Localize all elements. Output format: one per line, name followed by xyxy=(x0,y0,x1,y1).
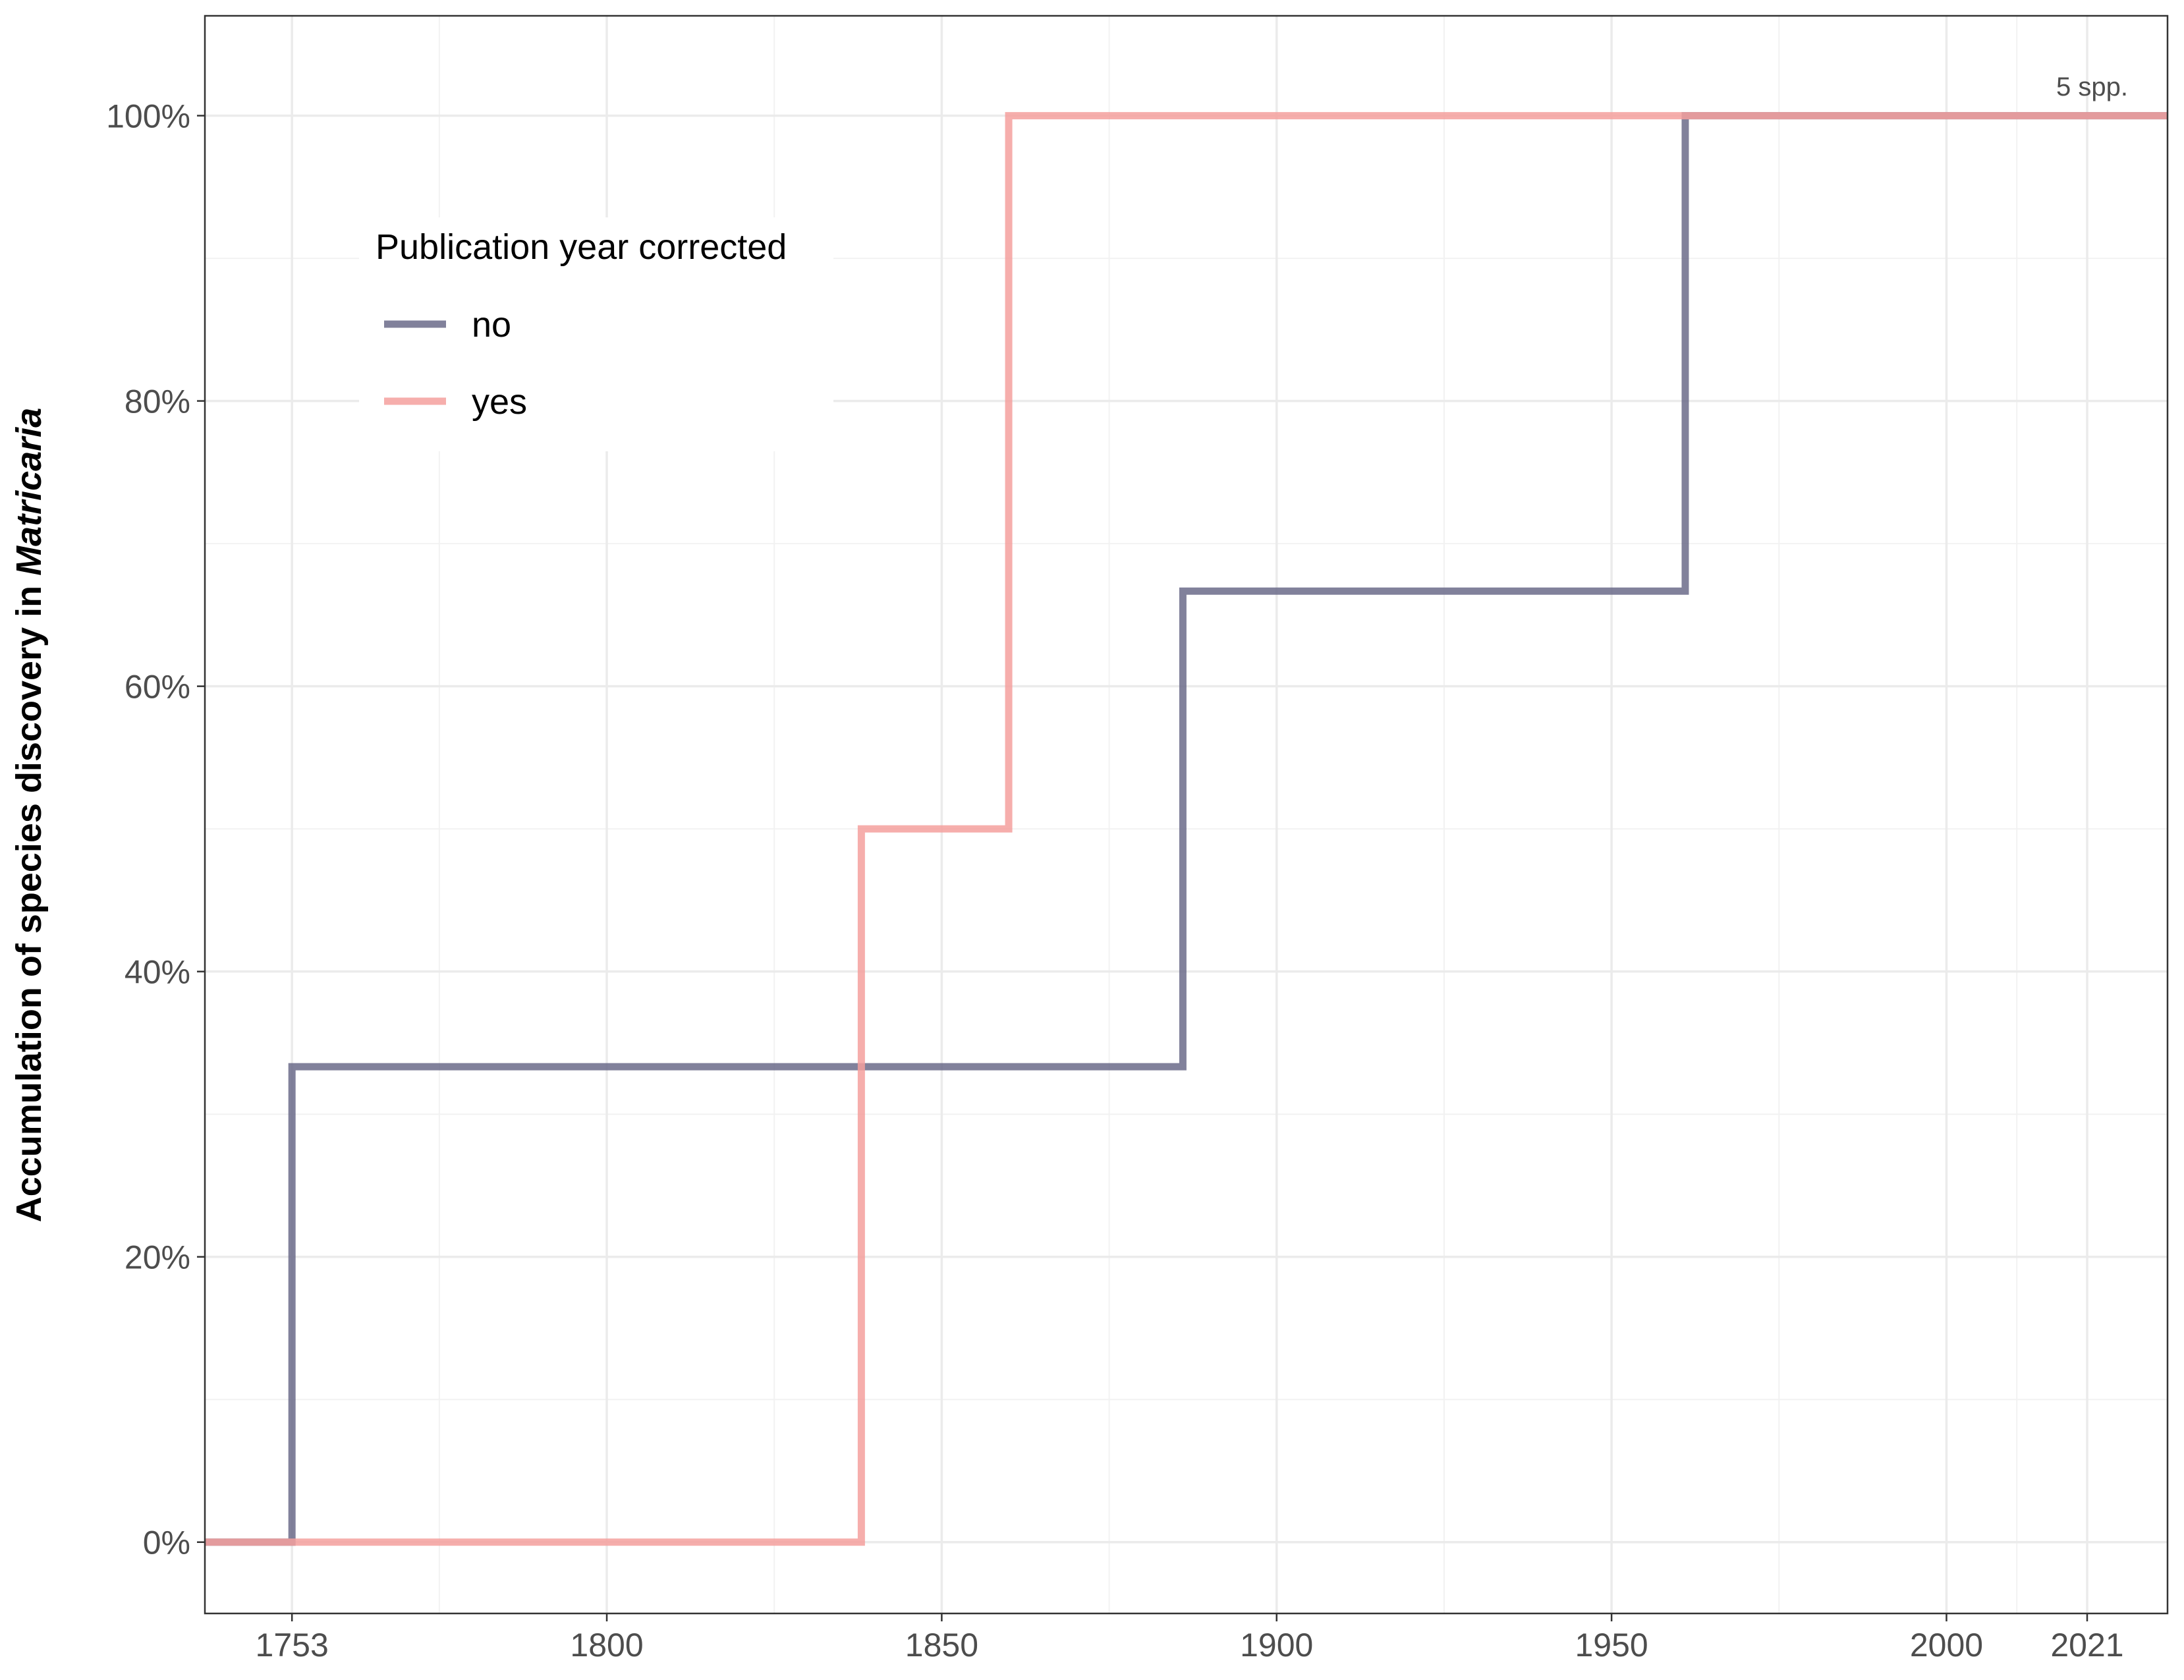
legend-label-yes: yes xyxy=(472,382,527,422)
y-axis-title-prefix: Accumulation of species discovery in xyxy=(9,576,49,1222)
series-line-no xyxy=(205,112,2168,1546)
y-tick-label: 40% xyxy=(125,954,190,991)
x-axis-ticks: 1753 1800 1850 1900 1950 2000 2021 xyxy=(256,1613,2124,1664)
x-tick-label: 1950 xyxy=(1575,1627,1648,1664)
legend: Publication year corrected no yes xyxy=(359,217,833,451)
y-axis-ticks: 0% 20% 40% 60% 80% 100% xyxy=(106,98,205,1561)
y-axis-title: Accumulation of species discovery in Mat… xyxy=(9,408,49,1222)
x-tick-label: 1900 xyxy=(1240,1627,1313,1664)
species-count-annotation: 5 spp. xyxy=(2056,72,2128,101)
y-tick-label: 80% xyxy=(125,383,190,420)
series-lines xyxy=(205,112,2168,1546)
legend-background xyxy=(359,217,833,451)
panel-border xyxy=(204,14,2169,1615)
legend-label-no: no xyxy=(472,305,511,345)
x-tick-label: 2021 xyxy=(2050,1627,2123,1664)
legend-title: Publication year corrected xyxy=(376,227,787,267)
y-tick-label: 20% xyxy=(125,1239,190,1276)
x-tick-label: 2000 xyxy=(1910,1627,1983,1664)
series-line-yes xyxy=(205,112,2168,1546)
y-axis-title-genus: Matricaria xyxy=(9,408,49,576)
y-tick-label: 60% xyxy=(125,669,190,706)
x-tick-label: 1850 xyxy=(905,1627,978,1664)
x-tick-label: 1800 xyxy=(570,1627,643,1664)
y-tick-label: 100% xyxy=(106,98,190,135)
x-tick-label: 1753 xyxy=(256,1627,329,1664)
y-tick-label: 0% xyxy=(143,1525,190,1561)
